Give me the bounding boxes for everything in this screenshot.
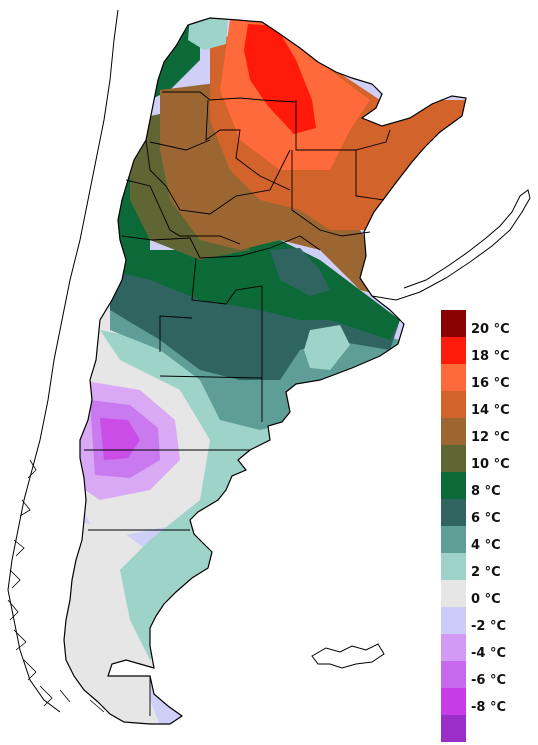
legend-item: 16 °C [441, 364, 536, 391]
legend-item: 0 °C [441, 580, 536, 607]
legend-label: -2 °C [471, 619, 507, 634]
uruguay-coastline [371, 189, 531, 301]
legend-label: 16 °C [471, 376, 510, 391]
legend-swatch [441, 580, 466, 607]
legend-label: 0 °C [471, 592, 501, 607]
legend-label: 6 °C [471, 511, 501, 526]
legend-swatch [441, 364, 466, 391]
legend-item: 18 °C [441, 337, 536, 364]
legend-label: -4 °C [471, 646, 507, 661]
legend-item: 20 °C [441, 310, 536, 337]
legend-item: -4 °C [441, 634, 536, 661]
legend-item: 12 °C [441, 418, 536, 445]
legend-item: 2 °C [441, 553, 536, 580]
legend-swatch [441, 634, 466, 661]
legend-label: 10 °C [471, 457, 510, 472]
legend-swatch [441, 688, 466, 715]
legend-swatch [441, 337, 466, 364]
legend-item: 10 °C [441, 445, 536, 472]
legend-label: 20 °C [471, 322, 510, 337]
chile-islands [7, 459, 105, 713]
legend-swatch [441, 499, 466, 526]
legend-label: 2 °C [471, 565, 501, 580]
falkland-islands [311, 643, 385, 669]
legend-label: 12 °C [471, 430, 510, 445]
legend-label: 8 °C [471, 484, 501, 499]
legend-item: 4 °C [441, 526, 536, 553]
legend-swatch [441, 715, 466, 742]
legend-swatch [441, 526, 466, 553]
legend-swatch [441, 661, 466, 688]
legend-swatch [441, 310, 466, 337]
legend-swatch [441, 445, 466, 472]
legend-swatch [441, 418, 466, 445]
legend-swatch [441, 391, 466, 418]
legend-label: 18 °C [471, 349, 510, 364]
legend-label: -6 °C [471, 673, 507, 688]
legend-item: -2 °C [441, 607, 536, 634]
legend-swatch [441, 553, 466, 580]
legend-label: -8 °C [471, 700, 507, 715]
legend-item: 8 °C [441, 472, 536, 499]
legend-label: 4 °C [471, 538, 501, 553]
temperature-legend: 20 °C 18 °C 16 °C 14 °C 12 °C 10 °C 8 °C 6 °C 4 … [441, 310, 536, 742]
legend-item: 6 °C [441, 499, 536, 526]
legend-swatch [441, 472, 466, 499]
chile-coastline [7, 9, 119, 713]
legend-swatch [441, 607, 466, 634]
legend-label: 14 °C [471, 403, 510, 418]
legend-item: -8 °C [441, 688, 536, 715]
province-borders [84, 91, 391, 716]
legend-item: -6 °C [441, 661, 536, 688]
legend-item: 14 °C [441, 391, 536, 418]
legend-item [441, 715, 536, 742]
